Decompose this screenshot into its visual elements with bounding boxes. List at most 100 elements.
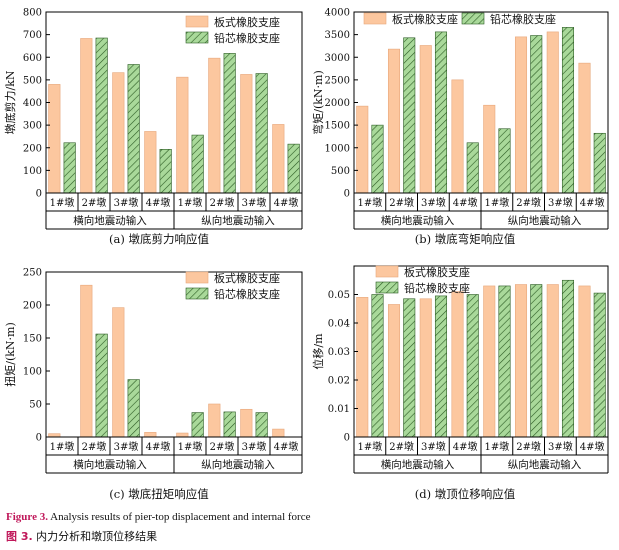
bar-lead-2 (403, 37, 416, 194)
bar-lead-1 (63, 142, 76, 194)
legend-label-plate: 板式橡胶支座 (392, 12, 458, 26)
y-tick-label: 2000 (325, 98, 350, 109)
bar-plate-8 (578, 62, 591, 194)
bar-lead-6 (223, 411, 236, 438)
group-label: 纵向地震动输入 (508, 458, 582, 471)
bar-lead-7 (255, 73, 268, 194)
bar-plate-1 (356, 105, 369, 194)
group-label: 纵向地震动输入 (201, 214, 275, 227)
category-label: 3#墩 (421, 440, 446, 453)
y-axis-label: 弯矩/(kN·m) (311, 70, 325, 135)
bar-lead-5 (498, 128, 511, 194)
bar-lead-2 (95, 333, 108, 438)
y-tick-label: 0.05 (328, 290, 350, 301)
bar-plate-7 (546, 284, 559, 438)
category-label: 3#墩 (548, 440, 573, 453)
bar-lead-8 (287, 143, 300, 194)
bar-lead-3 (127, 64, 140, 194)
category-label: 4#墩 (453, 196, 478, 209)
category-label: 2#墩 (82, 196, 107, 209)
chart-panel-2: 0 500 1000 1500 2000 2500 3000 3500 4000 1#墩 2#墩 3#… (311, 8, 609, 246)
legend: 板式橡胶支座铅芯橡胶支座 (363, 12, 556, 26)
legend-swatch-plate (375, 265, 399, 278)
category-label: 3#墩 (242, 440, 267, 453)
bar-lead-1 (371, 294, 384, 438)
legend-swatch-lead (185, 287, 209, 300)
y-tick-label: 100 (23, 367, 42, 378)
bar-lead-5 (191, 412, 204, 438)
bar-lead-5 (498, 285, 511, 438)
category-label: 3#墩 (114, 196, 139, 209)
y-tick-label: 0 (36, 189, 42, 200)
category-label: 2#墩 (389, 196, 414, 209)
category-label: 2#墩 (210, 196, 235, 209)
y-tick-label: 800 (23, 8, 42, 19)
bar-plate-6 (208, 57, 221, 194)
bar-lead-7 (561, 279, 575, 438)
y-tick-label: 0 (36, 433, 42, 444)
chart-panel-3: 0 50 100 150 200 250 1#墩 2#墩 3#墩 4#墩 1#墩 2#墩 3#墩 4#墩横… (3, 268, 303, 501)
legend-swatch-plate (185, 271, 209, 284)
bar-lead-1 (371, 124, 384, 194)
category-label: 2#墩 (389, 440, 414, 453)
category-label: 3#墩 (421, 196, 446, 209)
category-label: 1#墩 (485, 440, 510, 453)
figure-caption-cn-text: 内力分析和墩顶位移结果 (36, 530, 158, 543)
bar-plate-3 (419, 298, 432, 438)
y-tick-label: 200 (23, 143, 42, 154)
bar-lead-3 (434, 295, 448, 438)
bar-plate-7 (240, 74, 253, 194)
bar-plate-3 (112, 307, 125, 438)
legend-swatch-plate (363, 12, 387, 25)
figure-caption-en-text: Analysis results of pier-top displacemen… (50, 511, 311, 523)
bar-lead-8 (593, 292, 606, 438)
y-axis-label: 位移/m (311, 333, 325, 370)
y-tick-label: 1500 (325, 121, 350, 132)
category-label: 2#墩 (516, 440, 541, 453)
legend-swatch-lead (375, 281, 399, 294)
bar-plate-7 (240, 408, 253, 438)
legend-label-lead: 铅芯橡胶支座 (214, 31, 280, 45)
chart-title: (c) 墩底扭矩响应值 (109, 487, 209, 501)
bar-lead-4 (466, 142, 479, 194)
y-tick-label: 0.03 (328, 347, 350, 358)
bar-lead-2 (403, 298, 416, 438)
y-tick-label: 4000 (325, 8, 350, 19)
category-label: 1#墩 (485, 196, 510, 209)
bar-plate-2 (80, 284, 93, 438)
bar-plate-6 (514, 284, 528, 438)
legend-label-lead: 铅芯橡胶支座 (214, 287, 280, 301)
category-label: 4#墩 (580, 196, 605, 209)
category-label: 4#墩 (146, 196, 171, 209)
group-label: 横向地震动输入 (381, 458, 455, 471)
category-label: 1#墩 (178, 196, 203, 209)
legend-label-plate: 板式橡胶支座 (214, 15, 280, 29)
group-label: 横向地震动输入 (73, 458, 147, 471)
y-tick-label: 500 (23, 75, 42, 86)
category-label: 2#墩 (516, 196, 541, 209)
bar-lead-5 (191, 134, 204, 194)
bar-lead-4 (159, 149, 172, 194)
legend-label-plate: 板式橡胶支座 (404, 265, 470, 279)
y-tick-label: 300 (23, 121, 42, 132)
legend-swatch-plate (185, 15, 209, 28)
bar-plate-5 (483, 104, 496, 194)
bar-plate-1 (356, 297, 369, 438)
category-label: 4#墩 (274, 440, 299, 453)
y-tick-label: 1000 (325, 143, 350, 154)
bar-plate-2 (387, 304, 401, 438)
category-label: 3#墩 (242, 196, 267, 209)
legend-label-plate: 板式橡胶支座 (214, 271, 280, 285)
category-label: 3#墩 (114, 440, 139, 453)
category-label: 1#墩 (358, 440, 383, 453)
legend-label-lead: 铅芯橡胶支座 (404, 281, 470, 295)
chart-panel-4: 0 0.01 0.02 0.03 0.04 0.05 1#墩 2#墩 3#墩 4#墩 1#墩 2#墩 3… (311, 265, 609, 501)
category-label: 1#墩 (50, 196, 75, 209)
chart-title: (b) 墩底弯矩响应值 (415, 232, 516, 246)
y-axis-label: 扭矩/(kN·m) (3, 322, 17, 387)
category-label: 4#墩 (453, 440, 478, 453)
group-label: 横向地震动输入 (381, 214, 455, 227)
